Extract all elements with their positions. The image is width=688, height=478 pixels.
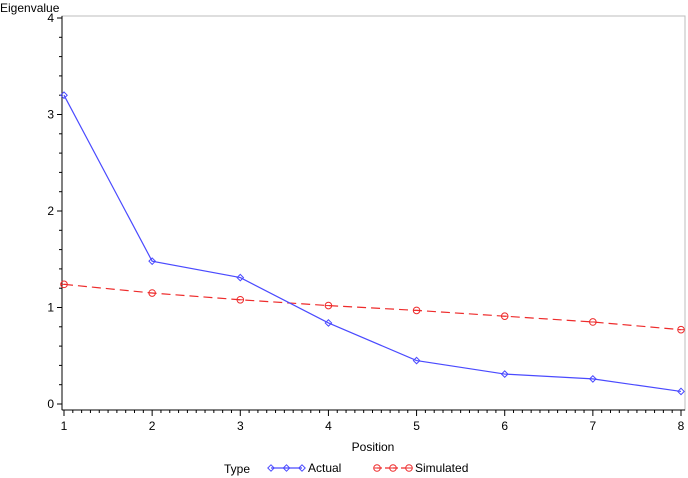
data-point-actual	[324, 319, 333, 327]
data-point-simulated	[412, 306, 421, 315]
x-tick-label: 2	[149, 419, 156, 433]
y-tick-label: 2	[47, 204, 54, 218]
legend-swatch-marker	[298, 464, 306, 472]
data-point-actual	[60, 91, 68, 100]
data-point-simulated	[324, 301, 333, 310]
data-point-actual	[148, 257, 157, 266]
y-tick-label: 0	[47, 397, 54, 411]
legend-swatch-marker	[405, 464, 413, 472]
x-tick-label: 3	[237, 419, 244, 433]
legend-swatch-marker	[282, 464, 291, 472]
legend-item-actual: Actual	[267, 461, 341, 475]
circle-marker-ring	[412, 306, 421, 315]
circle-marker-ring	[60, 280, 68, 289]
x-tick-label: 8	[678, 419, 685, 433]
legend-label: Simulated	[415, 461, 468, 475]
data-point-actual	[236, 273, 245, 282]
x-axis-label: Position	[352, 440, 395, 454]
legend-label: Actual	[308, 461, 341, 475]
data-point-simulated	[677, 325, 685, 334]
y-tick-label: 3	[47, 108, 54, 122]
data-point-actual	[588, 375, 597, 383]
data-point-simulated	[60, 280, 68, 289]
legend-swatch-marker	[389, 464, 397, 472]
data-point-simulated	[148, 289, 156, 297]
circle-marker-ring	[677, 325, 685, 334]
series-line-actual	[63, 94, 682, 393]
data-point-simulated	[589, 318, 597, 326]
circle-marker-ring	[148, 289, 156, 297]
legend-swatch-marker	[373, 464, 381, 472]
circle-marker-ring	[500, 312, 509, 320]
y-axis-label: Eigenvalue	[0, 1, 60, 15]
x-tick-label: 7	[590, 419, 597, 433]
legend-swatch-marker	[267, 464, 275, 472]
y-tick-label: 1	[47, 301, 54, 315]
data-point-simulated	[500, 312, 509, 320]
series-line-simulated	[63, 283, 682, 331]
circle-marker-ring	[405, 464, 413, 472]
data-point-actual	[677, 387, 685, 396]
circle-marker-ring	[236, 295, 245, 304]
x-tick-label: 6	[501, 419, 508, 433]
y-tick-label: 4	[47, 11, 54, 25]
legend-title: Type	[224, 462, 250, 476]
circle-marker-ring	[589, 318, 597, 326]
x-tick-label: 4	[325, 419, 332, 433]
data-point-actual	[500, 370, 509, 378]
series-actual	[60, 91, 685, 396]
x-tick-label: 5	[413, 419, 420, 433]
circle-marker-ring	[324, 301, 333, 310]
data-point-simulated	[236, 295, 245, 304]
series-simulated	[60, 280, 685, 334]
data-point-actual	[412, 356, 421, 365]
circle-marker-ring	[389, 464, 397, 472]
legend-item-simulated: Simulated	[373, 461, 468, 475]
x-tick-label: 1	[61, 419, 68, 433]
plot-area-frame	[61, 15, 686, 411]
circle-marker-ring	[373, 464, 381, 472]
